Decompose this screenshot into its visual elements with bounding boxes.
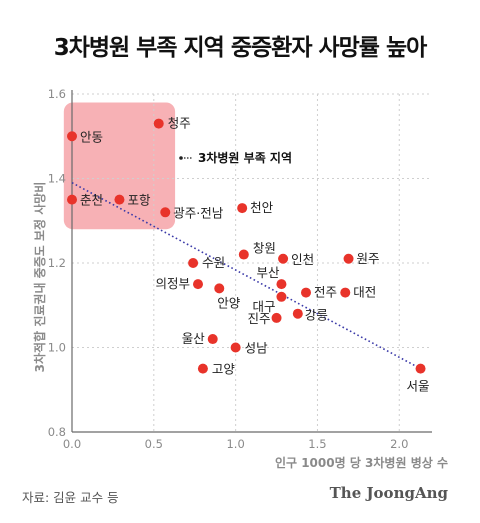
x-tick-label: 0.5 [145,437,163,451]
y-tick-label: 1.2 [48,256,66,270]
data-point-label: 인천 [291,252,314,267]
data-point [278,253,289,264]
y-tick-label: 1.6 [48,87,66,101]
data-point-label: 원주 [357,251,380,266]
data-point [276,291,287,302]
data-point [67,131,77,142]
data-point [193,279,203,290]
y-tick-label: 1.4 [48,172,66,186]
shortage-region [63,102,176,230]
data-point-label: 청주 [168,116,191,131]
data-point-label: 의정부 [155,276,190,291]
y-axis-label: 3차적합 진료권내 중증도 보정 사망비 [32,182,47,373]
data-point-label: 안동 [80,129,103,144]
data-point-label: 부산 [256,265,280,280]
data-point-label: 광주·전남 [173,205,223,220]
data-point-label: 서울 [407,379,430,394]
data-point [301,287,311,298]
data-point-label: 강릉 [305,308,328,323]
y-tick-label: 1.0 [48,341,66,355]
x-tick-label: 1.0 [226,437,244,451]
data-point-label: 성남 [245,341,269,356]
x-tick-label: 1.5 [308,437,326,451]
chart-title: 3차병원 부족 지역 중증환자 사망률 높아 [53,35,428,61]
data-point-label: 전주 [314,285,337,300]
region-annotation-label: 3차병원 부족 지역 [198,150,292,165]
data-point [160,207,171,218]
data-point-label: 진주 [248,311,271,326]
data-point-label: 창원 [253,241,276,256]
data-point-label: 안양 [217,295,241,310]
x-tick-label: 2.0 [390,437,408,451]
data-point [238,249,249,260]
publisher-logo: The JoongAng [329,484,448,502]
data-point [230,342,241,353]
region-annotation-dot [179,156,183,160]
data-point [214,283,225,294]
source-note: 자료: 김윤 교수 등 [22,490,119,505]
data-point [197,363,208,374]
data-point-label: 포항 [127,193,151,208]
data-point [343,253,354,264]
data-point-label: 춘천 [80,193,103,208]
data-point-label: 울산 [182,331,206,346]
x-axis-label: 인구 1000명 당 3차병원 병상 수 [275,455,448,470]
data-point [153,118,164,129]
data-point [415,363,426,374]
y-tick-label: 0.8 [48,425,66,439]
data-point [340,287,351,298]
data-point [188,258,199,268]
data-point [67,194,77,205]
data-point [114,194,125,205]
data-point-label: 대전 [353,285,376,300]
data-point [271,312,282,323]
data-point [292,308,303,319]
data-point-label: 수원 [202,255,225,270]
data-point [276,279,287,290]
data-point-label: 고양 [212,362,236,377]
x-tick-label: 0.0 [63,437,81,451]
data-point [237,203,248,214]
data-point-label: 대구 [252,299,275,314]
data-point-label: 천안 [250,200,274,215]
trend-line [71,182,421,370]
data-point [207,334,218,345]
